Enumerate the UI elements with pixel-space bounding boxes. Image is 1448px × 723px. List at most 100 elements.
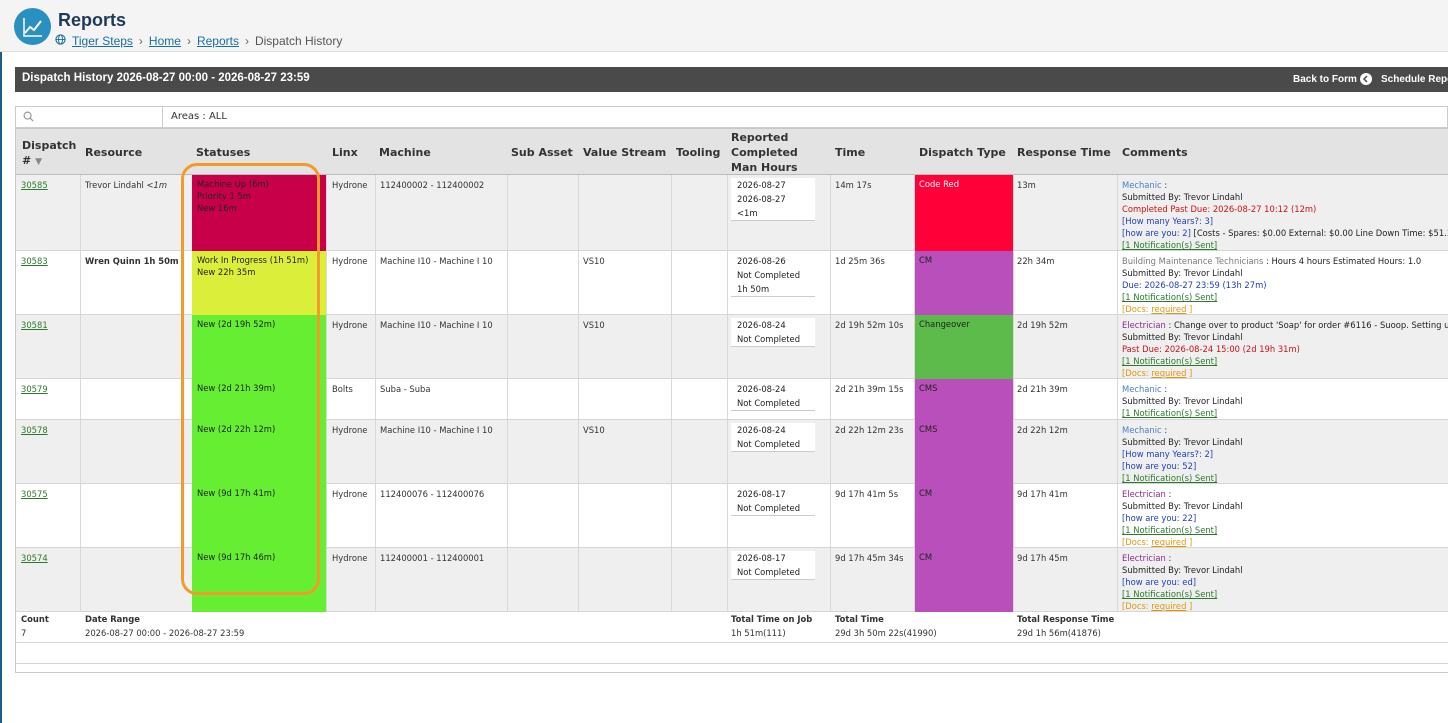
notifications-sent-link[interactable]: [1 Notification(s) Sent] (1122, 473, 1218, 483)
docs-required-link[interactable]: required (1151, 601, 1187, 611)
col-statuses-header[interactable]: Statuses (196, 146, 251, 159)
column-divider (1117, 484, 1118, 547)
column-divider (1013, 548, 1014, 611)
notifications-sent-link[interactable]: [1 Notification(s) Sent] (1122, 589, 1218, 599)
dispatch-id-link[interactable]: 30583 (21, 256, 48, 266)
notifications-sent-link[interactable]: [1 Notification(s) Sent] (1122, 525, 1218, 535)
table-row: 30581 New (2d 19h 52m) Hydrone Machine I10 … (16, 315, 1448, 379)
column-divider (1117, 315, 1118, 378)
sort-desc-icon[interactable]: ▼ (35, 157, 42, 167)
notifications-sent-link[interactable]: [1 Notification(s) Sent] (1122, 292, 1218, 302)
reports-chart-icon[interactable] (14, 8, 51, 45)
notifications-sent-link[interactable]: [1 Notification(s) Sent] (1122, 240, 1218, 250)
col-time-header[interactable]: Time (835, 146, 866, 159)
machine-cell: 112400002 - 112400002 (380, 180, 485, 190)
comment-line: Completed Past Due: 2026-08-27 10:12 (12… (1122, 203, 1448, 215)
comment-line: Submitted By: Trevor Lindahl (1122, 191, 1448, 203)
column-divider (914, 420, 915, 483)
col-resource-header[interactable]: Resource (85, 146, 143, 159)
col-sub-asset-header[interactable]: Sub Asset (511, 146, 573, 159)
column-divider (578, 315, 579, 378)
col-comments-header[interactable]: Comments (1122, 146, 1188, 159)
column-divider (671, 379, 672, 419)
footer-count-value: 7 (21, 628, 27, 638)
comment-line: [1 Notification(s) Sent] (1122, 588, 1243, 600)
breadcrumb-reports[interactable]: Reports (196, 34, 239, 48)
col-dispatch-type-header[interactable]: Dispatch Type (919, 146, 1006, 159)
column-divider (326, 379, 327, 419)
comment-suffix: [Costs - Spares: $0.00 External: $0.00 L… (1190, 228, 1448, 238)
column-divider (1117, 420, 1118, 483)
breadcrumb-current: Dispatch History (254, 34, 343, 48)
comment-line: [Docs: required ] (1122, 303, 1421, 315)
comment-line: [1 Notification(s) Sent] (1122, 407, 1243, 419)
column-divider (326, 251, 327, 314)
dispatch-type-cell: Changeover (915, 315, 1013, 379)
breadcrumb-tiger-steps[interactable]: Tiger Steps (72, 34, 133, 48)
comment-suffix: : (1165, 489, 1172, 499)
comment-line: Submitted By: Trevor Lindahl (1122, 436, 1243, 448)
notifications-sent-link[interactable]: [1 Notification(s) Sent] (1122, 356, 1218, 366)
comments-cell: Mechanic : Submitted By: Trevor Lindahl [H… (1122, 424, 1243, 484)
col-dispatch-header[interactable]: Dispatch # ▼ (22, 138, 76, 170)
linx-cell: Hydrone (332, 320, 368, 330)
status-cell: New (2d 19h 52m) (192, 315, 326, 379)
footer-divider (16, 642, 1448, 643)
col-reported-line1: Reported (731, 131, 789, 144)
comment-line: [how are you: 22] (1122, 512, 1243, 524)
areas-filter[interactable]: Areas : ALL (171, 111, 227, 122)
column-divider (671, 548, 672, 611)
col-linx-header[interactable]: Linx (332, 146, 358, 159)
comment-suffix: : (1161, 384, 1168, 394)
dispatch-id-link[interactable]: 30585 (21, 180, 48, 190)
docs-close: ] (1186, 537, 1193, 547)
col-tooling-header[interactable]: Tooling (676, 146, 721, 159)
notifications-sent-link[interactable]: [1 Notification(s) Sent] (1122, 408, 1218, 418)
col-value-stream-header[interactable]: Value Stream (583, 146, 667, 159)
column-divider (1117, 379, 1118, 419)
reported-entry: Not Completed (731, 501, 815, 516)
comment-suffix: : (1161, 180, 1168, 190)
column-divider (914, 548, 915, 611)
breadcrumb-separator: › (186, 34, 191, 48)
column-divider (507, 420, 508, 483)
linx-cell: Hydrone (332, 489, 368, 499)
back-to-form-label: Back to Form (1293, 73, 1357, 85)
status-cell: Work In Progress (1h 51m) New 22h 35m (192, 251, 326, 315)
comments-cell: Mechanic : Submitted By: Trevor Lindahl Co… (1122, 179, 1448, 251)
status-cell: Machine Up (6m) Priority 1 5m New 16m (192, 175, 326, 251)
app-header: Reports Tiger Steps › Home › Reports › D… (0, 0, 1448, 52)
column-divider (914, 379, 915, 419)
status-entry: New (2d 19h 52m) (197, 319, 276, 329)
col-response-time-header[interactable]: Response Time (1017, 146, 1111, 159)
dispatch-id-link[interactable]: 30579 (21, 384, 48, 394)
dispatch-id-link[interactable]: 30575 (21, 489, 48, 499)
dispatch-id-link[interactable]: 30581 (21, 320, 48, 330)
comment-suffix: : (1161, 425, 1168, 435)
status-entry: New (9d 17h 41m) (197, 488, 276, 498)
comment-text: Electrician (1122, 489, 1166, 499)
column-divider (80, 548, 81, 611)
comment-suffix: : Hours 4 hours Estimated Hours: 1.0 (1263, 256, 1422, 266)
comment-line: [1 Notification(s) Sent] (1122, 524, 1243, 536)
comment-line: [1 Notification(s) Sent] (1122, 291, 1421, 303)
col-machine-header[interactable]: Machine (379, 146, 431, 159)
column-divider (375, 251, 376, 314)
search-input[interactable] (16, 107, 163, 127)
back-to-form-button[interactable]: Back to Form (1293, 73, 1372, 85)
docs-required-link[interactable]: required (1151, 304, 1187, 314)
breadcrumb-home[interactable]: Home (148, 34, 181, 48)
dispatch-id-link[interactable]: 30574 (21, 553, 48, 563)
column-divider (578, 379, 579, 419)
comment-text: Due: 2026-08-27 23:59 (13h 27m) (1122, 280, 1267, 290)
comment-line: [1 Notification(s) Sent] (1122, 355, 1448, 367)
response-time-cell: 2d 19h 52m (1017, 320, 1068, 330)
schedule-report-button[interactable]: Schedule Repo (1381, 74, 1448, 85)
col-reported-header[interactable]: Reported Completed Man Hours (731, 130, 798, 175)
docs-required-link[interactable]: required (1151, 368, 1187, 378)
table-header: Dispatch # ▼ Resource Statuses Linx Mach… (16, 129, 1448, 175)
column-divider (914, 484, 915, 547)
docs-required-link[interactable]: required (1151, 537, 1187, 547)
dispatch-id-link[interactable]: 30578 (21, 425, 48, 435)
column-divider (375, 548, 376, 611)
